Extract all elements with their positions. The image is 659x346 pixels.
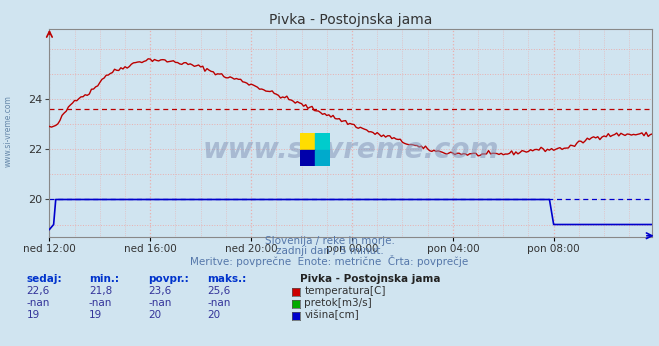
Text: sedaj:: sedaj: <box>26 274 62 284</box>
Bar <box>315 133 330 149</box>
Text: 19: 19 <box>89 310 102 320</box>
Text: 22,6: 22,6 <box>26 286 49 296</box>
Text: 20: 20 <box>148 310 161 320</box>
Text: 21,8: 21,8 <box>89 286 112 296</box>
Text: višina[cm]: višina[cm] <box>304 310 359 320</box>
Title: Pivka - Postojnska jama: Pivka - Postojnska jama <box>270 13 432 27</box>
Text: Pivka - Postojnska jama: Pivka - Postojnska jama <box>300 274 440 284</box>
Text: temperatura[C]: temperatura[C] <box>304 286 386 296</box>
Text: zadnji dan / 5 minut.: zadnji dan / 5 minut. <box>275 246 384 256</box>
Text: min.:: min.: <box>89 274 119 284</box>
Text: -nan: -nan <box>208 298 231 308</box>
Text: 23,6: 23,6 <box>148 286 171 296</box>
Bar <box>300 133 315 149</box>
Text: -nan: -nan <box>148 298 171 308</box>
Text: 25,6: 25,6 <box>208 286 231 296</box>
Bar <box>315 149 330 166</box>
Text: povpr.:: povpr.: <box>148 274 189 284</box>
Text: www.si-vreme.com: www.si-vreme.com <box>203 136 499 164</box>
Text: www.si-vreme.com: www.si-vreme.com <box>3 95 13 167</box>
Text: -nan: -nan <box>89 298 112 308</box>
Text: 19: 19 <box>26 310 40 320</box>
Text: -nan: -nan <box>26 298 49 308</box>
Text: maks.:: maks.: <box>208 274 247 284</box>
Text: Slovenija / reke in morje.: Slovenija / reke in morje. <box>264 236 395 246</box>
Text: pretok[m3/s]: pretok[m3/s] <box>304 298 372 308</box>
Bar <box>300 149 315 166</box>
Text: Meritve: povprečne  Enote: metrične  Črta: povprečje: Meritve: povprečne Enote: metrične Črta:… <box>190 255 469 267</box>
Text: 20: 20 <box>208 310 221 320</box>
